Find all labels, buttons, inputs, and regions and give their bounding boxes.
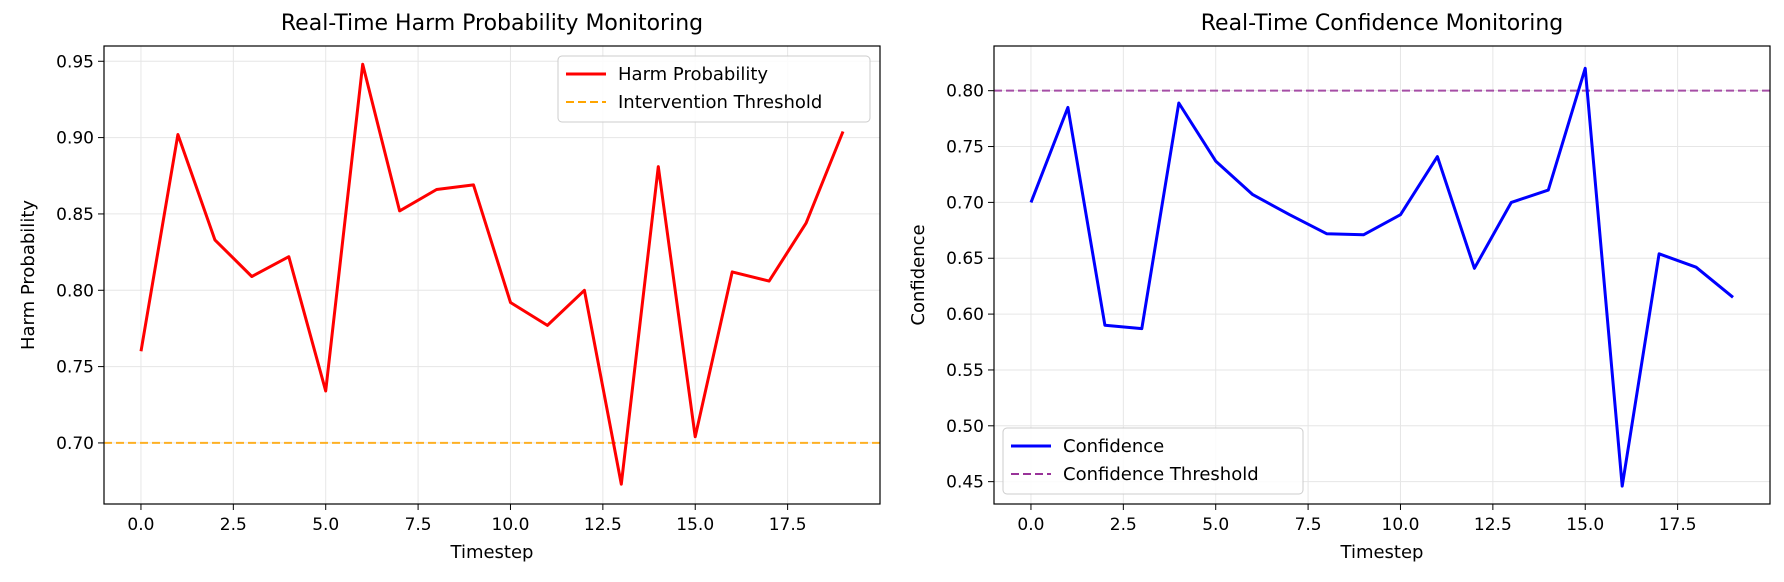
- y-tick-label: 0.55: [946, 361, 984, 381]
- axes-frame: [993, 45, 1771, 505]
- x-axis-ticks: 0.0 2.5 5.0 7.5 10.0 12.5 15.0 17.5: [1017, 504, 1697, 535]
- y-tick-label: 0.75: [946, 138, 984, 158]
- y-tick-label: 0.80: [946, 82, 984, 102]
- x-tick-label: 2.5: [220, 515, 247, 535]
- y-axis-ticks: 0.45 0.50 0.55 0.60 0.65 0.70 0.75 0.80: [946, 82, 994, 493]
- series-lines: [1029, 66, 1734, 488]
- confidence-chart: 0.0 2.5 5.0 7.5 10.0 12.5 15.0 17.5 0.45 0.50 0.5…: [908, 11, 1771, 563]
- legend-label: Intervention Threshold: [618, 92, 822, 113]
- x-tick-label: 15.0: [676, 515, 714, 535]
- series-line: [139, 62, 845, 486]
- y-tick-label: 0.50: [946, 417, 984, 437]
- harm-probability-chart: 0.0 2.5 5.0 7.5 10.0 12.5 15.0 17.5 0.70 0.75 0.8…: [18, 11, 881, 563]
- x-axis-label: Timestep: [1340, 542, 1424, 563]
- x-tick-label: 12.5: [584, 515, 622, 535]
- axes-frame: [103, 45, 881, 505]
- y-axis-label: Confidence: [908, 224, 929, 325]
- x-tick-label: 2.5: [1110, 515, 1137, 535]
- series-lines: [139, 62, 845, 486]
- legend-label: Harm Probability: [618, 64, 768, 85]
- y-tick-label: 0.45: [946, 473, 984, 493]
- legend: Confidence Confidence Threshold: [1002, 427, 1304, 495]
- y-tick-label: 0.85: [56, 205, 94, 225]
- x-tick-label: 5.0: [1202, 515, 1229, 535]
- x-tick-label: 7.5: [405, 515, 432, 535]
- y-tick-label: 0.60: [946, 305, 984, 325]
- y-axis-label: Harm Probability: [18, 200, 39, 350]
- x-axis-ticks: 0.0 2.5 5.0 7.5 10.0 12.5 15.0 17.5: [127, 504, 807, 535]
- x-tick-label: 0.0: [127, 515, 154, 535]
- y-tick-label: 0.65: [946, 249, 984, 269]
- y-tick-label: 0.90: [56, 129, 94, 149]
- y-tick-label: 0.70: [56, 434, 94, 454]
- series-line: [1029, 66, 1734, 488]
- legend-label: Confidence Threshold: [1063, 464, 1259, 485]
- x-tick-label: 0.0: [1017, 515, 1044, 535]
- x-tick-label: 5.0: [312, 515, 339, 535]
- chart-title: Real-Time Harm Probability Monitoring: [281, 11, 703, 36]
- x-tick-label: 10.0: [492, 515, 530, 535]
- y-tick-label: 0.95: [56, 52, 94, 72]
- y-axis-ticks: 0.70 0.75 0.80 0.85 0.90 0.95: [56, 52, 104, 454]
- legend-label: Confidence: [1063, 436, 1164, 457]
- legend-frame: [1002, 427, 1304, 495]
- x-tick-label: 7.5: [1295, 515, 1322, 535]
- legend: Harm Probability Intervention Threshold: [557, 55, 871, 123]
- y-tick-label: 0.80: [56, 281, 94, 301]
- legend-frame: [557, 55, 871, 123]
- y-tick-label: 0.70: [946, 193, 984, 213]
- x-axis-label: Timestep: [450, 542, 534, 563]
- x-tick-label: 17.5: [1659, 515, 1697, 535]
- x-tick-label: 10.0: [1382, 515, 1420, 535]
- y-tick-label: 0.75: [56, 358, 94, 378]
- x-tick-label: 12.5: [1474, 515, 1512, 535]
- x-tick-label: 17.5: [769, 515, 807, 535]
- chart-title: Real-Time Confidence Monitoring: [1201, 11, 1564, 36]
- x-tick-label: 15.0: [1566, 515, 1604, 535]
